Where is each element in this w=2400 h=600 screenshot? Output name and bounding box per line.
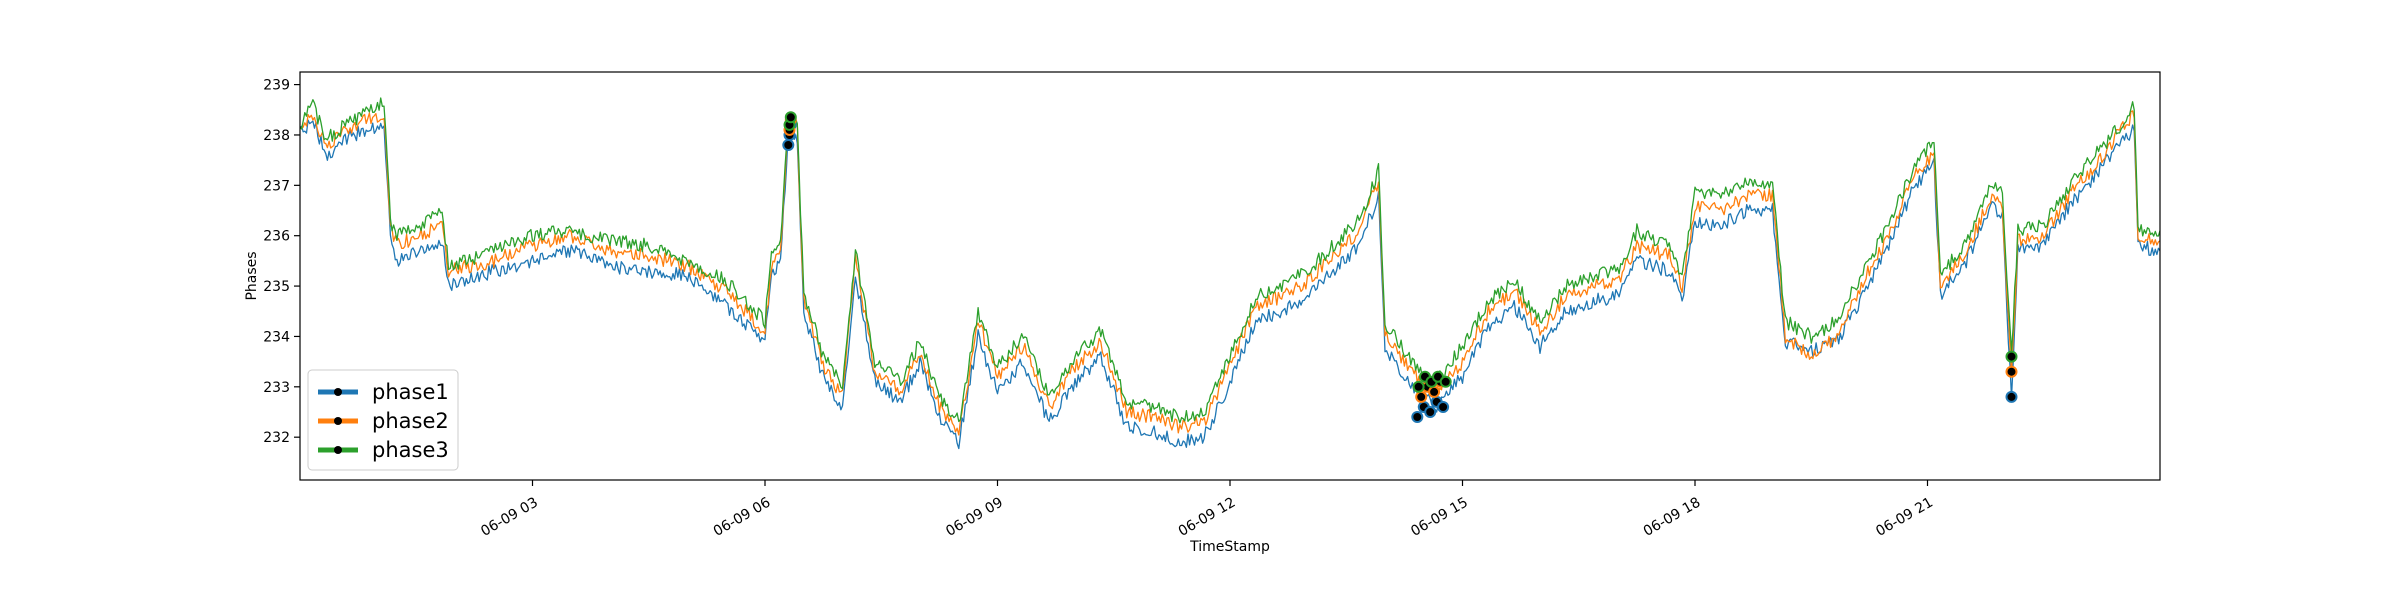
marker-phase1-8 <box>2005 390 2018 403</box>
y-tick-label-233: 233 <box>263 380 290 396</box>
legend-box <box>307 369 459 471</box>
marker-phase1-0 <box>782 139 795 151</box>
legend-label-phase2: phase2 <box>372 409 449 433</box>
marker-phase2-2 <box>1415 390 1428 403</box>
marker-phase3-1 <box>784 111 797 124</box>
y-axis: 232 233 234 235 236 237 238 239 <box>263 78 300 446</box>
marker-phase1-5 <box>1424 406 1437 418</box>
legend-marker-phase2 <box>334 417 342 425</box>
series-line-phase3 <box>299 97 2161 424</box>
marker-phase2-6 <box>2005 365 2018 378</box>
marker-phase1-7 <box>1437 401 1450 413</box>
y-axis-label: Phases <box>244 251 260 300</box>
marker-phase3-6 <box>1439 375 1452 388</box>
legend-label-phase3: phase3 <box>372 438 449 462</box>
series-line-phase2 <box>299 110 2161 436</box>
marker-phase3-2 <box>1412 380 1425 393</box>
legend: phase1 phase2 phase3 <box>307 369 459 471</box>
y-tick-label-236: 236 <box>263 229 290 245</box>
legend-marker-phase3 <box>334 446 342 454</box>
y-tick-label-232: 232 <box>263 430 290 446</box>
y-tick-label-238: 238 <box>263 128 290 144</box>
y-tick-label-235: 235 <box>263 279 290 295</box>
y-tick-label-239: 239 <box>263 78 290 94</box>
marker-phase1-3 <box>1411 411 1424 423</box>
legend-label-phase1: phase1 <box>372 380 449 404</box>
legend-marker-phase1 <box>334 388 342 396</box>
y-tick-label-234: 234 <box>263 329 290 345</box>
marker-phase2-4 <box>1428 385 1441 398</box>
y-tick-label-237: 237 <box>263 178 290 194</box>
series-line-phase1 <box>299 119 2161 450</box>
marker-phase3-7 <box>2005 350 2018 363</box>
x-axis-label: TimeStamp <box>1189 539 1270 555</box>
plot-lines <box>299 97 2161 450</box>
plot-markers <box>782 111 2018 423</box>
